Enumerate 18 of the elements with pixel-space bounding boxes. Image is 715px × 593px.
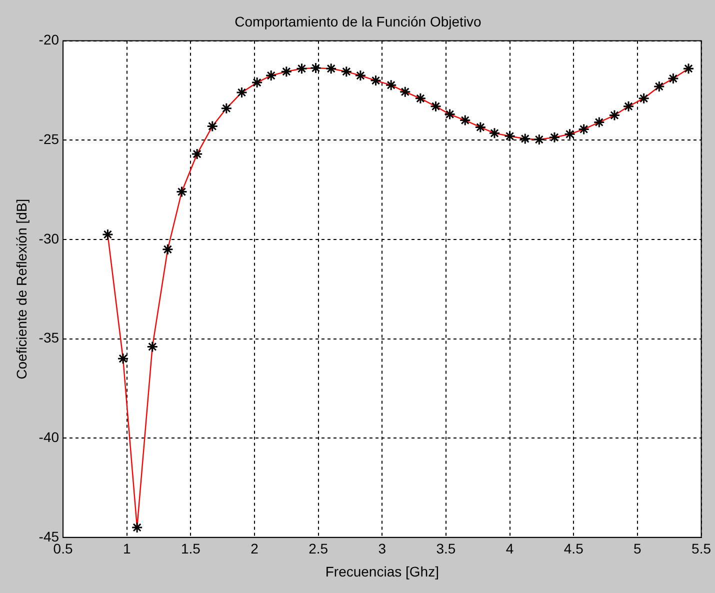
- y-tick-label: -35: [38, 330, 60, 346]
- x-tick-label: 5: [634, 540, 642, 557]
- x-tick-label: 3.5: [436, 540, 456, 557]
- x-tick-label: 5.5: [692, 540, 712, 557]
- x-tick-label: 3: [378, 540, 386, 557]
- y-tick-label: -25: [38, 130, 60, 147]
- y-tick-label: -20: [38, 32, 60, 48]
- x-tick-label: 1: [122, 540, 131, 557]
- x-axis-title: Frecuencias [Ghz]: [325, 563, 439, 580]
- y-tick-label: -30: [38, 230, 60, 246]
- x-tick-label: 4: [506, 540, 514, 557]
- x-tick-label: 4.5: [564, 540, 584, 557]
- x-tick-label: 2: [250, 540, 259, 557]
- y-tick-label: -40: [38, 428, 60, 445]
- x-tick-label: 2.5: [308, 540, 328, 557]
- chart-title: Comportamiento de la Función Objetivo: [234, 13, 482, 30]
- x-tick-label: 1.5: [180, 540, 201, 557]
- y-axis-title: Coeficiente de Reflexión [dB]: [13, 198, 30, 380]
